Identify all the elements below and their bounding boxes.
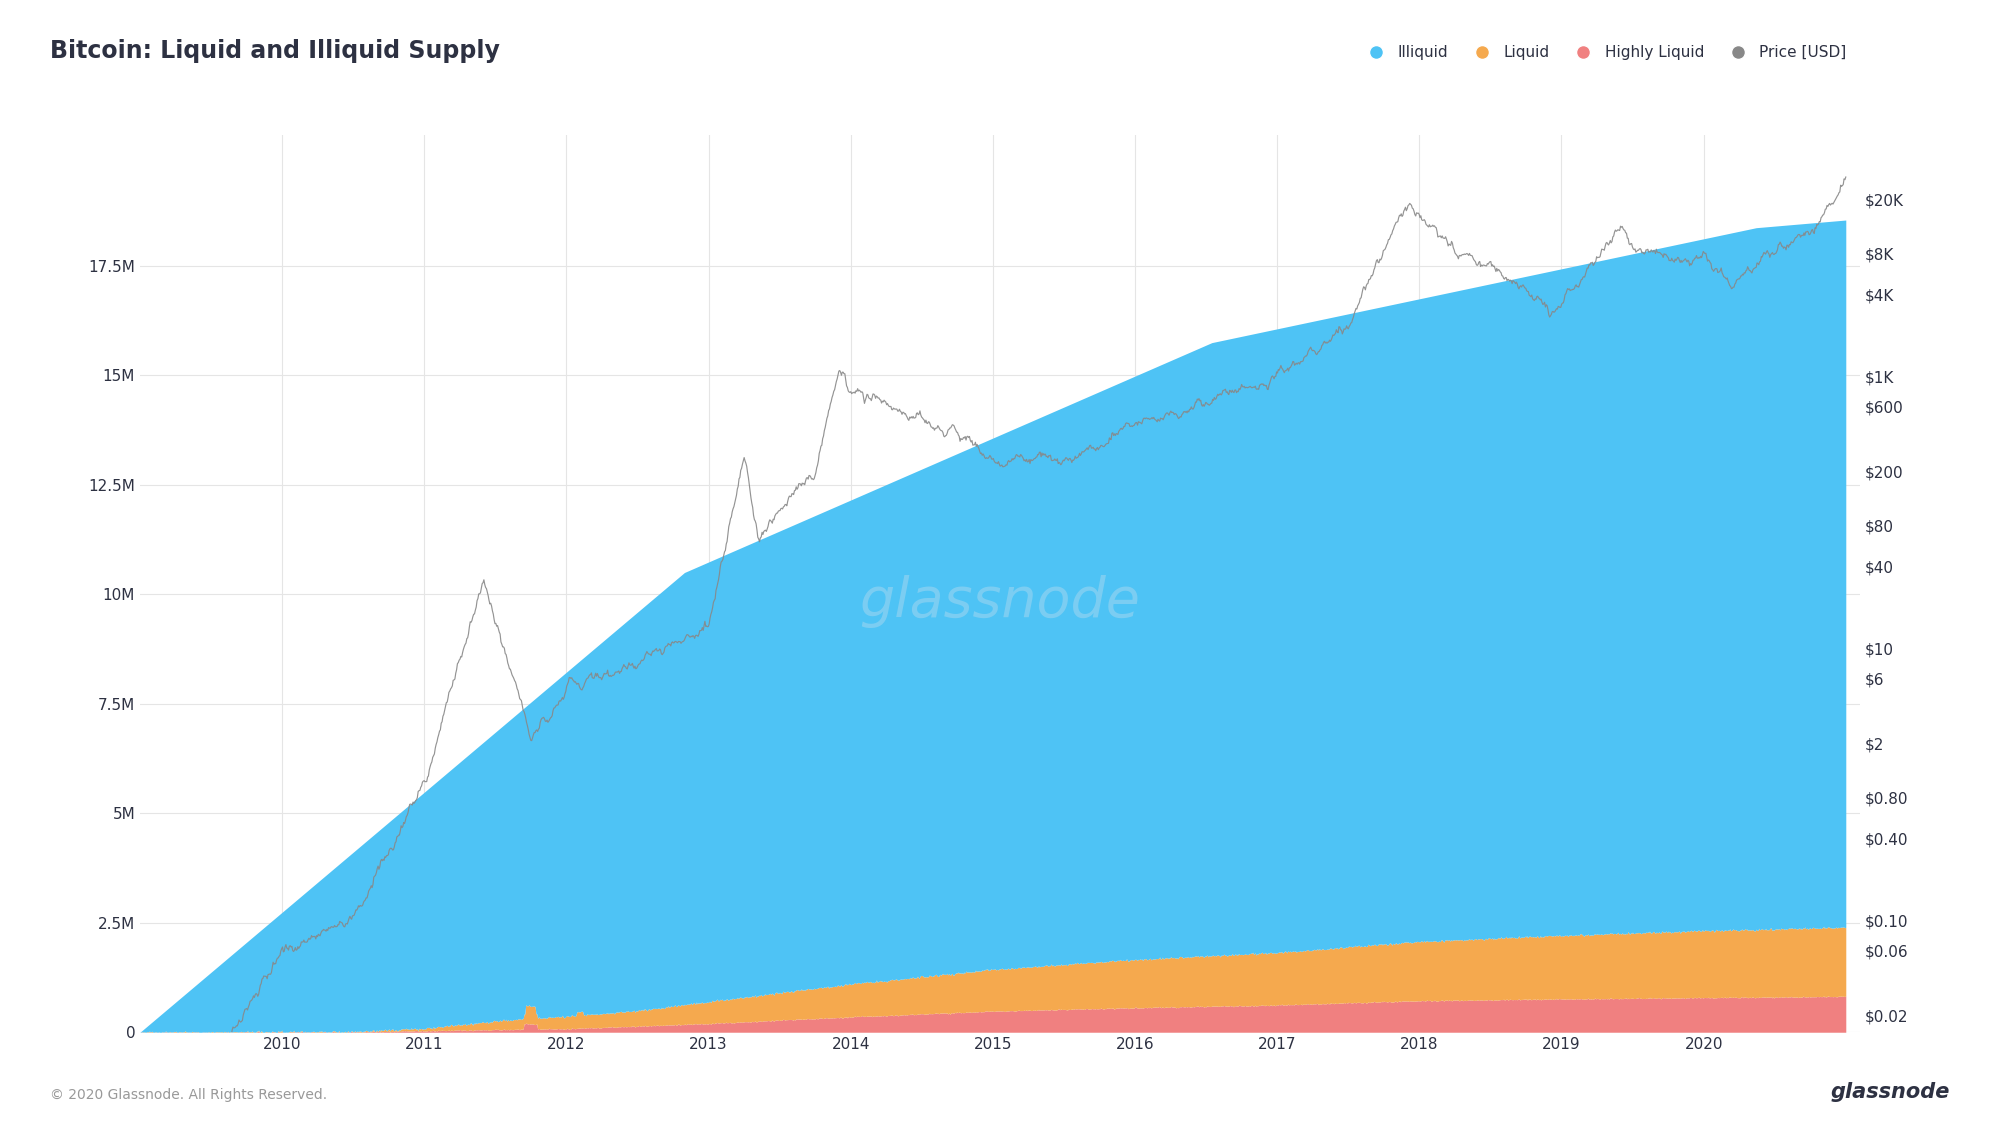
Text: Bitcoin: Liquid and Illiquid Supply: Bitcoin: Liquid and Illiquid Supply: [50, 39, 500, 63]
Text: glassnode: glassnode: [1830, 1082, 1950, 1102]
Text: glassnode: glassnode: [860, 574, 1140, 628]
Text: © 2020 Glassnode. All Rights Reserved.: © 2020 Glassnode. All Rights Reserved.: [50, 1088, 328, 1102]
Legend: Illiquid, Liquid, Highly Liquid, Price [USD]: Illiquid, Liquid, Highly Liquid, Price […: [1356, 39, 1852, 66]
